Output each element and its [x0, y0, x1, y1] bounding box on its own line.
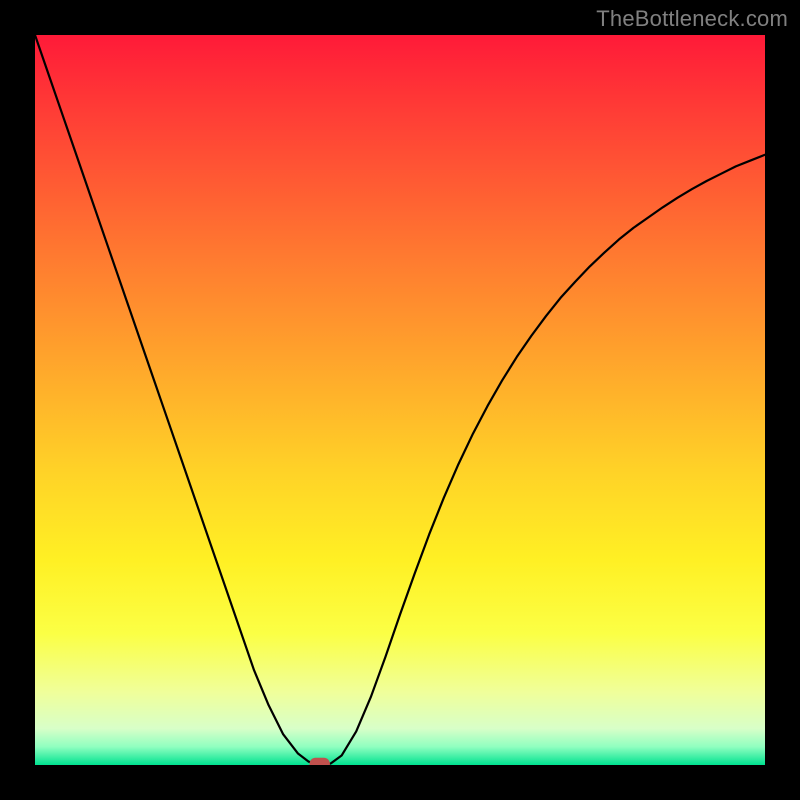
- bottleneck-chart: [0, 0, 800, 800]
- watermark-label: TheBottleneck.com: [596, 6, 788, 32]
- chart-container: TheBottleneck.com: [0, 0, 800, 800]
- plot-background: [35, 35, 765, 765]
